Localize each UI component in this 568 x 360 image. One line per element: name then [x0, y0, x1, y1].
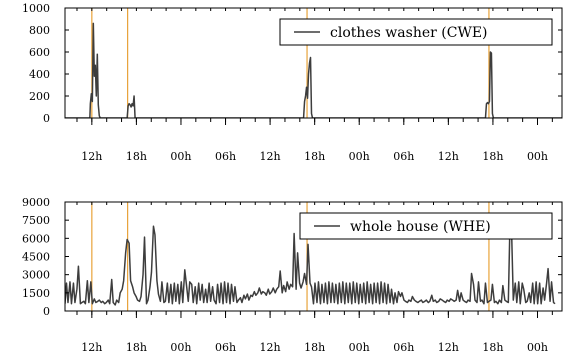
y-tick-label: 800: [29, 24, 50, 37]
y-tick-label: 7500: [22, 214, 50, 227]
x-tick-label: 18h: [482, 341, 503, 354]
y-tick-label: 400: [29, 68, 50, 81]
x-tick-label: 06h: [215, 341, 236, 354]
x-tick-label: 00h: [349, 150, 370, 163]
series-line: [65, 22, 562, 118]
x-tick-label: 06h: [215, 150, 236, 163]
legend-box: [299, 212, 553, 240]
x-tick-label: 18h: [126, 341, 147, 354]
x-tick-label: 12h: [81, 150, 102, 163]
x-tick-label: 06h: [393, 341, 414, 354]
y-tick-label: 4500: [22, 251, 50, 264]
y-tick-label: 600: [29, 46, 50, 59]
panel-clothes-washer: 0 200 400 600 800 1000 12h 18h 00h 06h 12h 18h 00h 06…: [22, 2, 563, 163]
x-tick-label: 06h: [393, 150, 414, 163]
y-tick-label: 9000: [22, 196, 50, 209]
y-tick-label: 1000: [22, 2, 50, 15]
x-tick-label: 18h: [126, 150, 147, 163]
x-tick-label: 00h: [349, 341, 370, 354]
axes-frame: [64, 7, 563, 119]
x-tick-label: 12h: [81, 341, 102, 354]
x-tick-label: 12h: [260, 341, 281, 354]
x-tick-label: 12h: [260, 150, 281, 163]
x-tick-label: 00h: [527, 150, 548, 163]
legend-box: [279, 18, 553, 46]
x-tick-label: 12h: [438, 341, 459, 354]
x-tick-label: 18h: [304, 341, 325, 354]
legend-label: clothes washer (CWE): [330, 25, 488, 41]
x-tick-label: 18h: [304, 150, 325, 163]
x-tick-label: 00h: [527, 341, 548, 354]
x-tick-label: 18h: [482, 150, 503, 163]
y-tick-label: 0: [43, 305, 50, 318]
y-tick-label: 3000: [22, 269, 50, 282]
legend-label: whole house (WHE): [350, 219, 491, 235]
y-tick-label: 0: [43, 112, 50, 125]
x-tick-label: 00h: [170, 150, 191, 163]
y-tick-label: 1500: [22, 287, 50, 300]
y-tick-label: 6000: [22, 232, 50, 245]
series-line: [65, 225, 556, 306]
x-tick-label: 12h: [438, 150, 459, 163]
x-tick-label: 00h: [170, 341, 191, 354]
y-tick-label: 200: [29, 90, 50, 103]
panel-whole-house: 0 1500 3000 4500 6000 7500 9000 12h 18h 00h 06h 12h…: [22, 196, 563, 354]
